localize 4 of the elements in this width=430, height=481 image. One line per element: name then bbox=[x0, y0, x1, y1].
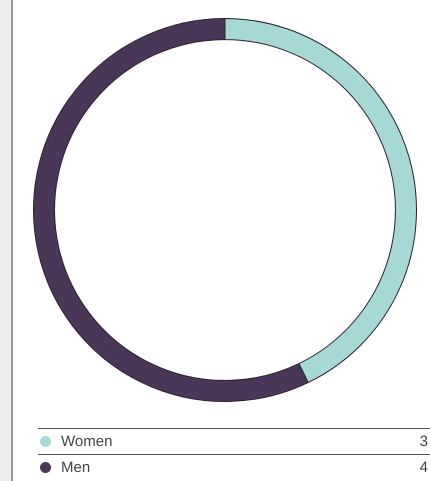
legend-label: Women bbox=[61, 433, 114, 450]
data-label: 3 bbox=[420, 433, 429, 450]
data-label: 4 bbox=[420, 459, 429, 476]
legend-label: Men bbox=[61, 459, 92, 476]
